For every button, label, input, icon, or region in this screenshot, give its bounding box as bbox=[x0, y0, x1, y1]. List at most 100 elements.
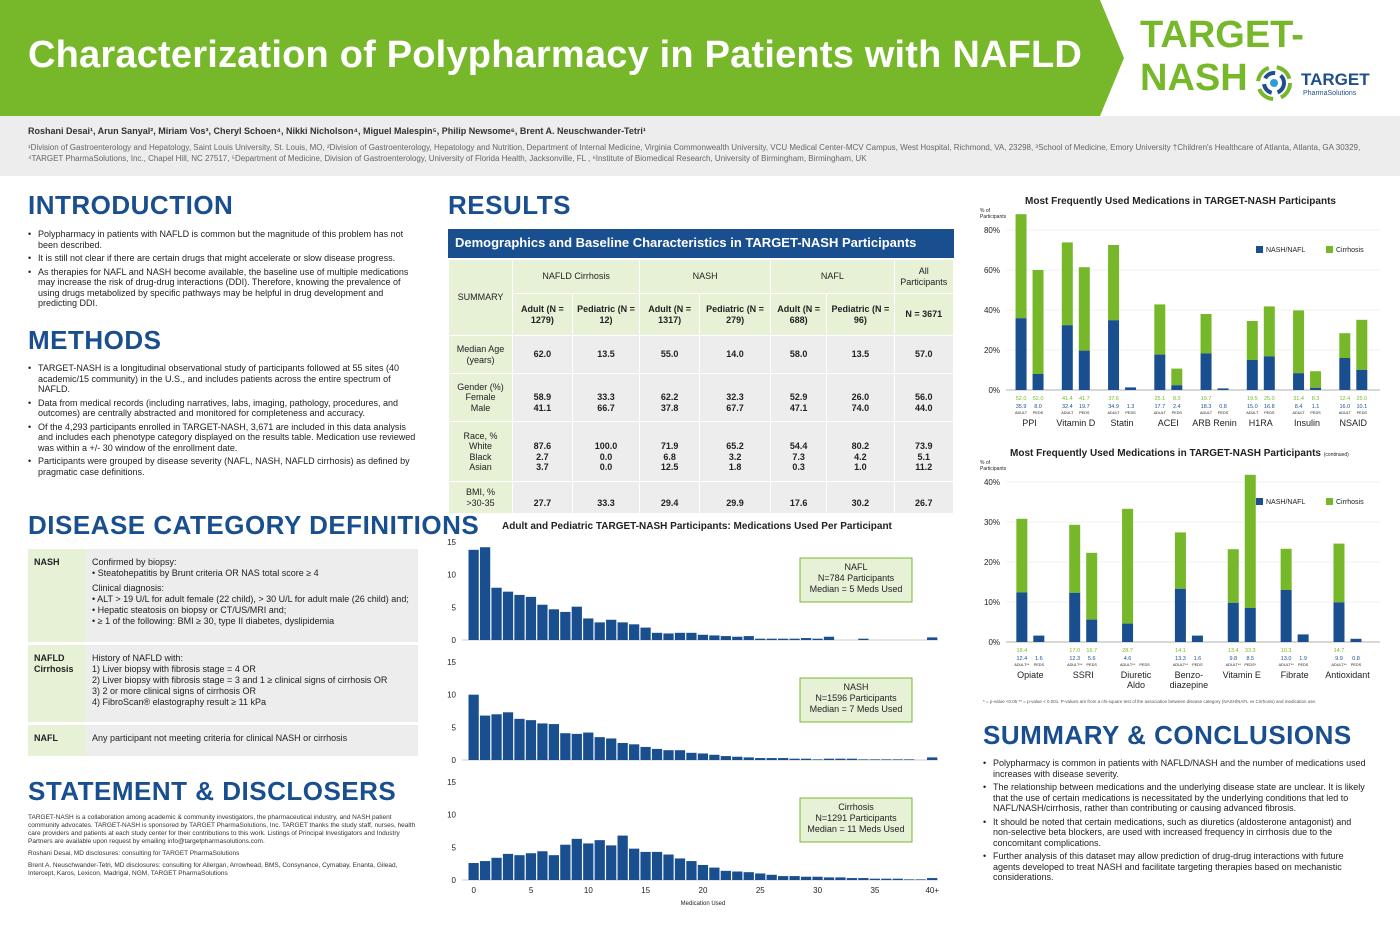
table-cell: 80.2 4.2 1.0 bbox=[826, 421, 895, 482]
definition-row: NASH Confirmed by biopsy: • Steatohepatiti… bbox=[28, 549, 418, 645]
cirrhosis-value-label: 52.0 bbox=[1033, 396, 1044, 402]
histogram-bar bbox=[583, 618, 594, 640]
cirrhosis-bar bbox=[1078, 267, 1090, 351]
cirrhosis-bar bbox=[1246, 321, 1258, 360]
cirrhosis-value-label: 41.4 bbox=[1062, 396, 1073, 402]
histogram-bar bbox=[594, 840, 605, 880]
histogram-bar bbox=[778, 758, 789, 760]
histogram-bar bbox=[686, 861, 697, 880]
nash-bar bbox=[1350, 638, 1362, 642]
group-header: NASH bbox=[639, 259, 772, 294]
medication-category-label: Insulin bbox=[1294, 418, 1320, 428]
nash-value-label: 16.8 bbox=[1264, 404, 1275, 410]
histogram-bar bbox=[789, 758, 800, 760]
cirrhosis-value-label: 25.1 bbox=[1154, 396, 1165, 402]
cirrhosis-value-label: 10.3 bbox=[1281, 648, 1292, 654]
methods-bullet: Data from medical records (including nar… bbox=[28, 398, 418, 419]
cirrhosis-bar bbox=[1333, 543, 1345, 603]
intro-bullets: Polypharmacy in patients with NAFLD is c… bbox=[28, 229, 418, 312]
histogram-legend-text: Median = 7 Meds Used bbox=[810, 704, 903, 714]
histogram-bar bbox=[892, 759, 903, 760]
histogram-bar bbox=[720, 870, 731, 880]
nash-bar bbox=[1244, 608, 1256, 642]
adult-peds-label: ADULT bbox=[1015, 411, 1028, 415]
histogram-bar bbox=[571, 733, 582, 760]
poster-title: Characterization of Polypharmacy in Pati… bbox=[28, 34, 1083, 76]
histogram-bar bbox=[537, 723, 548, 760]
row-label: Gender (%) Female Male bbox=[448, 373, 513, 422]
table-cell: 17.6 bbox=[770, 481, 828, 514]
nash-bar bbox=[1174, 588, 1186, 642]
cirrhosis-bar bbox=[1108, 245, 1120, 321]
cirrhosis-value-label: 16.7 bbox=[1086, 648, 1097, 654]
table-row: Race, % White Black Asian 87.6 2.7 3.7 100.0 0… bbox=[448, 421, 955, 482]
summary-bullet: Further analysis of this dataset may all… bbox=[983, 851, 1368, 883]
histogram-bar bbox=[479, 715, 491, 760]
histogram-legend-text: N=1596 Participants bbox=[815, 693, 897, 703]
statement-heading: STATEMENT & DISCLOSERS bbox=[28, 776, 397, 806]
histogram-bar bbox=[709, 754, 720, 760]
histogram-bar bbox=[514, 855, 525, 880]
group-header: All Participants bbox=[893, 259, 955, 294]
subgroup-header: N = 3671 bbox=[893, 293, 955, 336]
summary-bullet: Polypharmacy is common in patients with … bbox=[983, 758, 1368, 779]
histogram-bar bbox=[697, 634, 709, 640]
histogram-bar bbox=[823, 758, 835, 760]
nash-bar bbox=[1263, 356, 1275, 390]
histogram-bar bbox=[560, 733, 571, 760]
y-tick-label: 0% bbox=[988, 386, 1000, 395]
histogram-bar bbox=[651, 632, 663, 640]
histogram-bar bbox=[869, 878, 880, 880]
nash-value-label: 1.6 bbox=[1194, 656, 1202, 662]
histogram-bar bbox=[800, 758, 812, 760]
cirrhosis-bar bbox=[1174, 532, 1186, 589]
y-tick-label: 15 bbox=[447, 778, 456, 787]
nash-value-label: 13.3 bbox=[1175, 656, 1186, 662]
methods-bullet: Of the 4,293 participants enrolled in TA… bbox=[28, 422, 418, 454]
affiliations: ¹Division of Gastroenterology and Hepato… bbox=[28, 143, 1361, 163]
adult-peds-label: PEDS* bbox=[1244, 663, 1256, 667]
histogram-bar bbox=[525, 596, 537, 640]
cirrhosis-value-label: 12.4 bbox=[1339, 396, 1350, 402]
nash-bar bbox=[1339, 358, 1351, 390]
adult-peds-label: PEDS bbox=[1139, 663, 1150, 667]
histogram-bar bbox=[663, 750, 674, 760]
histogram-bar bbox=[606, 619, 617, 640]
y-tick-label: 20% bbox=[984, 558, 1000, 567]
nash-bar bbox=[1171, 385, 1183, 390]
histogram-bar bbox=[743, 872, 754, 880]
histogram-bar bbox=[686, 632, 697, 640]
nash-value-label: 19.7 bbox=[1079, 404, 1090, 410]
header-brand-panel bbox=[1100, 0, 1400, 116]
histogram-bar bbox=[617, 835, 628, 880]
histogram-bar bbox=[468, 863, 479, 880]
adult-peds-label: PEDS bbox=[1357, 411, 1368, 415]
histogram-bar bbox=[812, 759, 823, 760]
histogram-bar bbox=[525, 720, 537, 760]
group-header: NAFL bbox=[770, 259, 895, 294]
histogram-bar bbox=[858, 878, 869, 880]
histogram-bar bbox=[812, 876, 823, 880]
adult-peds-label: PEDS bbox=[1033, 411, 1044, 415]
histogram-bar bbox=[778, 638, 789, 640]
medication-category-label: Vitamin D bbox=[1056, 418, 1095, 428]
histogram-bar bbox=[674, 858, 686, 880]
legend-swatch-cirrhosis bbox=[1326, 246, 1333, 253]
histogram-bar bbox=[571, 606, 582, 640]
subgroup-header: Adult (N = 1279) bbox=[512, 293, 573, 336]
nash-value-label: 1.6 bbox=[1035, 656, 1043, 662]
y-tick-label: 0 bbox=[452, 876, 457, 885]
y-tick-label: 20% bbox=[984, 346, 1000, 355]
histogram-bar bbox=[502, 853, 514, 880]
table-cell: 26.7 bbox=[893, 481, 955, 514]
adult-peds-label: ADULT** bbox=[1226, 663, 1242, 667]
histogram-bar bbox=[560, 844, 571, 880]
table-cell: 87.6 2.7 3.7 bbox=[512, 421, 573, 482]
row-label: Median Age (years) bbox=[448, 335, 513, 374]
target-logo: TARGET PharmaSolutions bbox=[1255, 64, 1395, 104]
histogram-bar bbox=[858, 759, 869, 760]
y-tick-label: 15 bbox=[447, 658, 456, 667]
adult-peds-label: ADULT bbox=[1107, 411, 1120, 415]
histogram-bar bbox=[491, 857, 502, 880]
